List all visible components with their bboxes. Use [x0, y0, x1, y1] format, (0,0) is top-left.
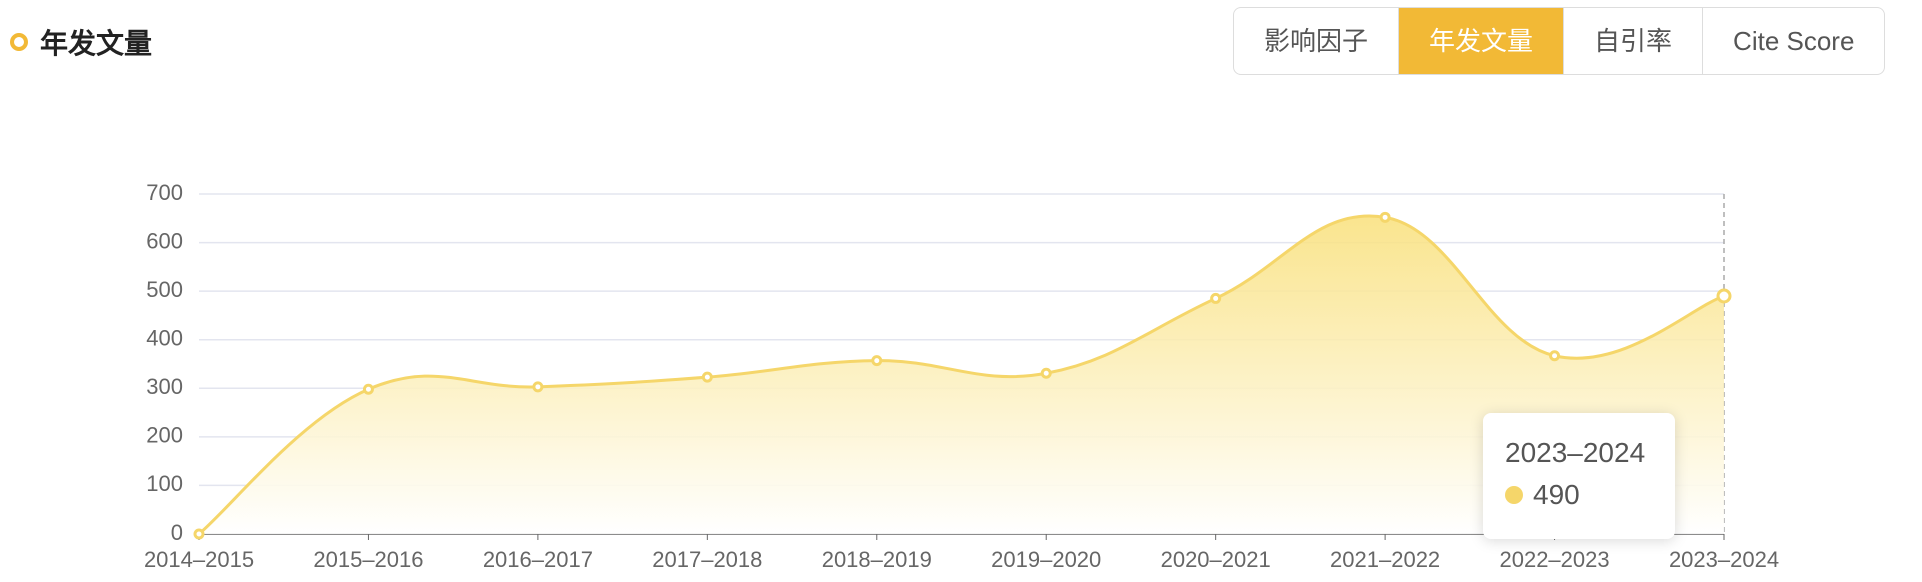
tooltip-value: 490: [1505, 479, 1580, 511]
point: [362, 383, 374, 395]
tab[interactable]: 自引率: [1563, 8, 1702, 74]
header-icon: [10, 33, 28, 51]
tab[interactable]: 影响因子: [1264, 26, 1369, 56]
x-tick-label: 2017–2018: [652, 547, 762, 572]
y-tick-label: 0: [171, 520, 183, 545]
x-tick-label: 2016–2017: [483, 547, 593, 572]
point: [1040, 367, 1052, 379]
y-tick-label: 700: [146, 180, 183, 205]
x-tick-label: 2021–2022: [1330, 547, 1440, 572]
x-tick-label: 2022–2023: [1499, 547, 1609, 572]
tab-bar: 影响因子 年发文量 自引率 Cite Score: [1233, 7, 1886, 75]
tooltip: 2023–2024 490: [1483, 413, 1675, 539]
tab[interactable]: Cite Score: [1702, 8, 1884, 74]
x-tick-label: 2023–2024: [1669, 547, 1779, 572]
line: [198, 214, 1725, 536]
y-tick-label: 200: [146, 423, 183, 448]
y-tick-label: 500: [146, 277, 183, 302]
x-tick-label: 2019–2020: [991, 547, 1101, 572]
tooltip-swatch: [1505, 486, 1523, 504]
y-tick-label: 300: [146, 374, 183, 399]
point: [532, 381, 544, 393]
y-tick-label: 600: [146, 228, 183, 253]
section-header: 年发文量: [10, 22, 152, 62]
point: [193, 528, 205, 540]
chart-title: 年发文量: [40, 28, 153, 59]
y-tick-label: 100: [146, 471, 183, 496]
point: [1379, 211, 1391, 223]
point: [1716, 288, 1732, 304]
point: [871, 355, 883, 367]
point: [1210, 292, 1222, 304]
x-tick-label: 2020–2021: [1161, 547, 1271, 572]
area-fill: [199, 215, 1724, 534]
tooltip-category: 2023–2024: [1505, 437, 1646, 468]
x-tick-label: 2014–2015: [144, 547, 254, 572]
x-tick-label: 2015–2016: [313, 547, 423, 572]
y-tick-label: 400: [146, 326, 183, 351]
tooltip-value-text: 490: [1533, 479, 1580, 510]
point: [1549, 350, 1561, 362]
x-tick-label: 2018–2019: [822, 547, 932, 572]
tab[interactable]: 年发文量: [1398, 8, 1564, 74]
point: [701, 371, 713, 383]
